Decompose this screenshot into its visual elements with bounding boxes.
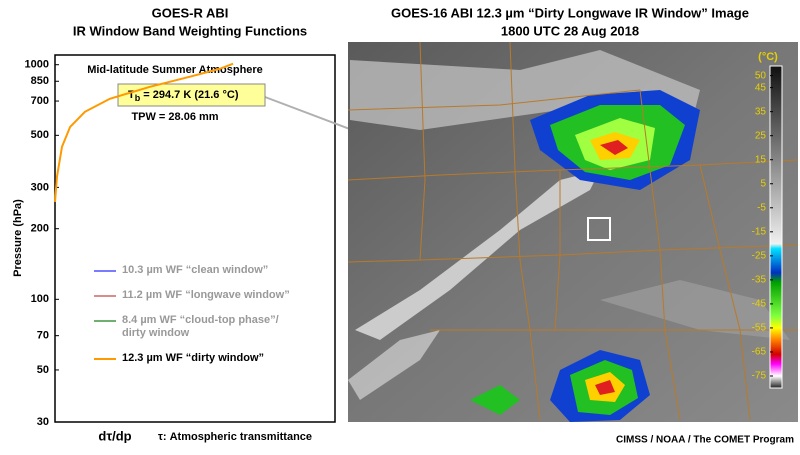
- sample-marker: [587, 217, 611, 241]
- y-tick-label: 850: [31, 75, 49, 87]
- colorbar-tick-label: -25: [752, 250, 767, 261]
- colorbar-tick-label: -15: [752, 226, 767, 237]
- y-tick-label: 30: [37, 416, 49, 428]
- cloud: [348, 330, 440, 400]
- legend-swatch: [94, 270, 116, 272]
- y-tick-label: 100: [31, 293, 49, 305]
- tb-text: = 294.7 K (21.6 °C): [140, 89, 239, 101]
- y-axis-label: Pressure (hPa): [12, 199, 24, 277]
- colorbar-tick-label: 50: [755, 70, 767, 81]
- colorbar: [769, 65, 783, 389]
- tb-symbol: T: [128, 89, 135, 101]
- x-axis-label: dτ/dp: [98, 428, 131, 443]
- tpw-label: TPW = 28.06 mm: [131, 111, 218, 123]
- colorbar-tick-label: 35: [755, 106, 767, 117]
- colorbar-tick-label: -55: [752, 323, 767, 334]
- legend-item: 8.4 µm WF “cloud-top phase”/ dirty windo…: [94, 314, 290, 340]
- series-line: [54, 62, 234, 203]
- x-axis-note: τ: Atmospheric transmittance: [158, 431, 312, 443]
- legend-label: 8.4 µm WF “cloud-top phase”/ dirty windo…: [122, 314, 279, 339]
- colorbar-unit: (°C): [758, 51, 778, 63]
- y-tick-label: 700: [31, 95, 49, 107]
- left-subtitle: IR Window Band Weighting Functions: [73, 23, 307, 38]
- y-tick-label: 1000: [25, 59, 49, 71]
- state-borders: [348, 42, 798, 421]
- tb-box: [117, 83, 266, 107]
- y-tick-label: 300: [31, 181, 49, 193]
- colorbar-tick-label: -65: [752, 347, 767, 358]
- y-tick-label: 70: [37, 330, 49, 342]
- tb-subscript: b: [135, 93, 141, 103]
- cloud: [355, 170, 600, 340]
- right-title: GOES-16 ABI 12.3 µm “Dirty Longwave IR W…: [391, 5, 749, 20]
- legend-item: 10.3 µm WF “clean window”: [94, 264, 290, 277]
- atmosphere-label: Mid-latitude Summer Atmosphere: [87, 64, 263, 76]
- y-tick-label: 200: [31, 223, 49, 235]
- convection: [470, 385, 520, 415]
- colorbar-tick-label: 15: [755, 154, 767, 165]
- legend: 10.3 µm WF “clean window” 11.2 µm WF “lon…: [94, 264, 290, 377]
- cloud: [600, 280, 790, 340]
- legend-label: 11.2 µm WF “longwave window”: [122, 289, 290, 301]
- convection: [595, 380, 615, 395]
- y-tick-label: 50: [37, 364, 49, 376]
- y-tick-label: 500: [31, 129, 49, 141]
- credit: CIMSS / NOAA / The COMET Program: [616, 435, 794, 446]
- colorbar-tick-label: 45: [755, 82, 767, 93]
- legend-swatch: [94, 295, 116, 297]
- tb-label: Tb = 294.7 K (21.6 °C): [128, 89, 239, 103]
- legend-swatch: [94, 320, 116, 322]
- colorbar-tick-label: -5: [757, 202, 766, 213]
- convection: [600, 140, 628, 155]
- colorbar-tick-label: -75: [752, 371, 767, 382]
- colorbar-tick-label: -45: [752, 299, 767, 310]
- satellite-image: [348, 42, 798, 422]
- colorbar-tick-label: -35: [752, 275, 767, 286]
- legend-item: 11.2 µm WF “longwave window”: [94, 289, 290, 302]
- legend-label: 10.3 µm WF “clean window”: [122, 264, 269, 276]
- plot-frame: [54, 54, 336, 423]
- left-title: GOES-R ABI: [152, 5, 229, 20]
- colorbar-tick-label: 25: [755, 130, 767, 141]
- legend-label: 12.3 µm WF “dirty window”: [122, 352, 265, 364]
- colorbar-tick-label: 5: [760, 178, 766, 189]
- legend-swatch: [94, 358, 116, 360]
- legend-item: 12.3 µm WF “dirty window”: [94, 352, 290, 365]
- right-subtitle: 1800 UTC 28 Aug 2018: [501, 23, 639, 38]
